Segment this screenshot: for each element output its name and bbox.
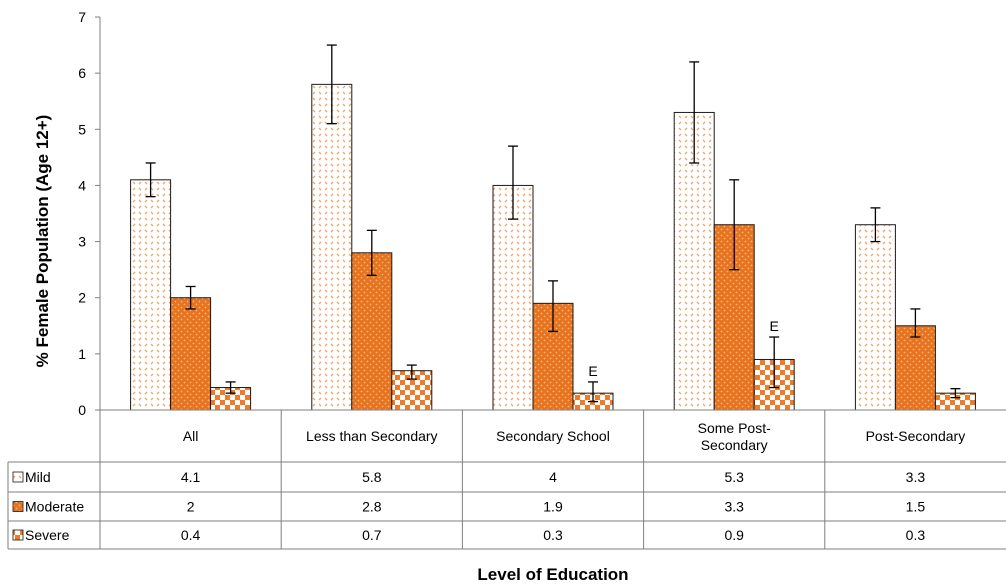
table-cell-value: 5.8 bbox=[362, 469, 382, 485]
y-tick-label: 3 bbox=[78, 234, 86, 250]
bars bbox=[130, 83, 976, 411]
y-tick-label: 1 bbox=[78, 346, 86, 362]
error-bars bbox=[145, 44, 961, 403]
bar-mild bbox=[130, 179, 172, 411]
error-bar-severe bbox=[225, 381, 236, 394]
table-cell-value: 4.1 bbox=[181, 469, 201, 485]
table-cell-value: 0.4 bbox=[181, 527, 201, 543]
table-cell-value: 4 bbox=[549, 469, 557, 485]
error-bar-severe bbox=[950, 388, 961, 399]
table-cell-value: 0.7 bbox=[362, 527, 382, 543]
table-cell-value: 3.3 bbox=[906, 469, 926, 485]
error-bar-mild bbox=[326, 44, 337, 125]
category-label: Post-Secondary bbox=[866, 428, 966, 444]
error-bar-mild bbox=[870, 207, 881, 243]
error-bar-moderate bbox=[910, 308, 921, 338]
data-table: All Less than Secondary Secondary School So… bbox=[7, 409, 1006, 550]
error-bar-mild bbox=[689, 61, 700, 164]
legend-swatch-severe bbox=[12, 529, 24, 541]
table-cell-value: 5.3 bbox=[724, 469, 744, 485]
bar-moderate bbox=[894, 325, 936, 411]
category-label: Secondary School bbox=[496, 428, 610, 444]
bar-moderate bbox=[351, 252, 393, 411]
table-cell-value: 3.3 bbox=[724, 499, 744, 515]
table-cell-value: 1.5 bbox=[906, 499, 926, 515]
flag-labels: EE bbox=[588, 318, 779, 379]
category-label: Some Post-Secondary bbox=[698, 420, 771, 453]
error-bar-moderate bbox=[366, 229, 377, 276]
legend-swatch-moderate bbox=[12, 501, 24, 512]
y-tick-label: 6 bbox=[78, 65, 86, 81]
error-bar-moderate bbox=[729, 179, 740, 271]
flag-label: E bbox=[770, 318, 779, 334]
error-bar-mild bbox=[508, 145, 518, 220]
y-axis-title: % Female Population (Age 12+) bbox=[33, 115, 52, 368]
category-label: All bbox=[183, 428, 199, 444]
table-cell-value: 2 bbox=[187, 499, 195, 515]
bar-mild bbox=[492, 184, 534, 411]
x-axis-title: Level of Education bbox=[477, 565, 628, 584]
y-tick-label: 2 bbox=[78, 290, 86, 306]
flag-label: E bbox=[588, 363, 597, 379]
table-cell-value: 0.3 bbox=[906, 527, 926, 543]
error-bar-severe bbox=[769, 336, 780, 389]
bar-moderate bbox=[170, 297, 212, 411]
y-tick-label: 0 bbox=[78, 402, 86, 418]
table-cell-value: 1.9 bbox=[543, 499, 563, 515]
legend-label-severe: Severe bbox=[25, 527, 70, 543]
y-tick-label: 5 bbox=[78, 121, 86, 137]
y-tick-label: 7 bbox=[78, 9, 86, 25]
table-cell-value: 0.9 bbox=[724, 527, 744, 543]
legend-label-mild: Mild bbox=[25, 469, 51, 485]
error-bar-moderate bbox=[548, 280, 558, 333]
error-bar-mild bbox=[145, 162, 156, 198]
error-bar-severe bbox=[406, 364, 417, 380]
y-tick-label: 4 bbox=[78, 177, 86, 193]
table-cell-value: 0.3 bbox=[543, 527, 563, 543]
y-ticks: 0 1 2 3 4 5 6 7 bbox=[78, 9, 100, 418]
bar-mild bbox=[854, 224, 896, 411]
bar-mild bbox=[311, 83, 353, 411]
legend-label-moderate: Moderate bbox=[25, 499, 84, 515]
error-bar-severe bbox=[588, 381, 598, 403]
table-cell-value: 2.8 bbox=[362, 499, 382, 515]
legend-swatch-mild bbox=[12, 471, 24, 483]
category-label: Less than Secondary bbox=[306, 428, 438, 444]
error-bar-moderate bbox=[185, 285, 196, 310]
